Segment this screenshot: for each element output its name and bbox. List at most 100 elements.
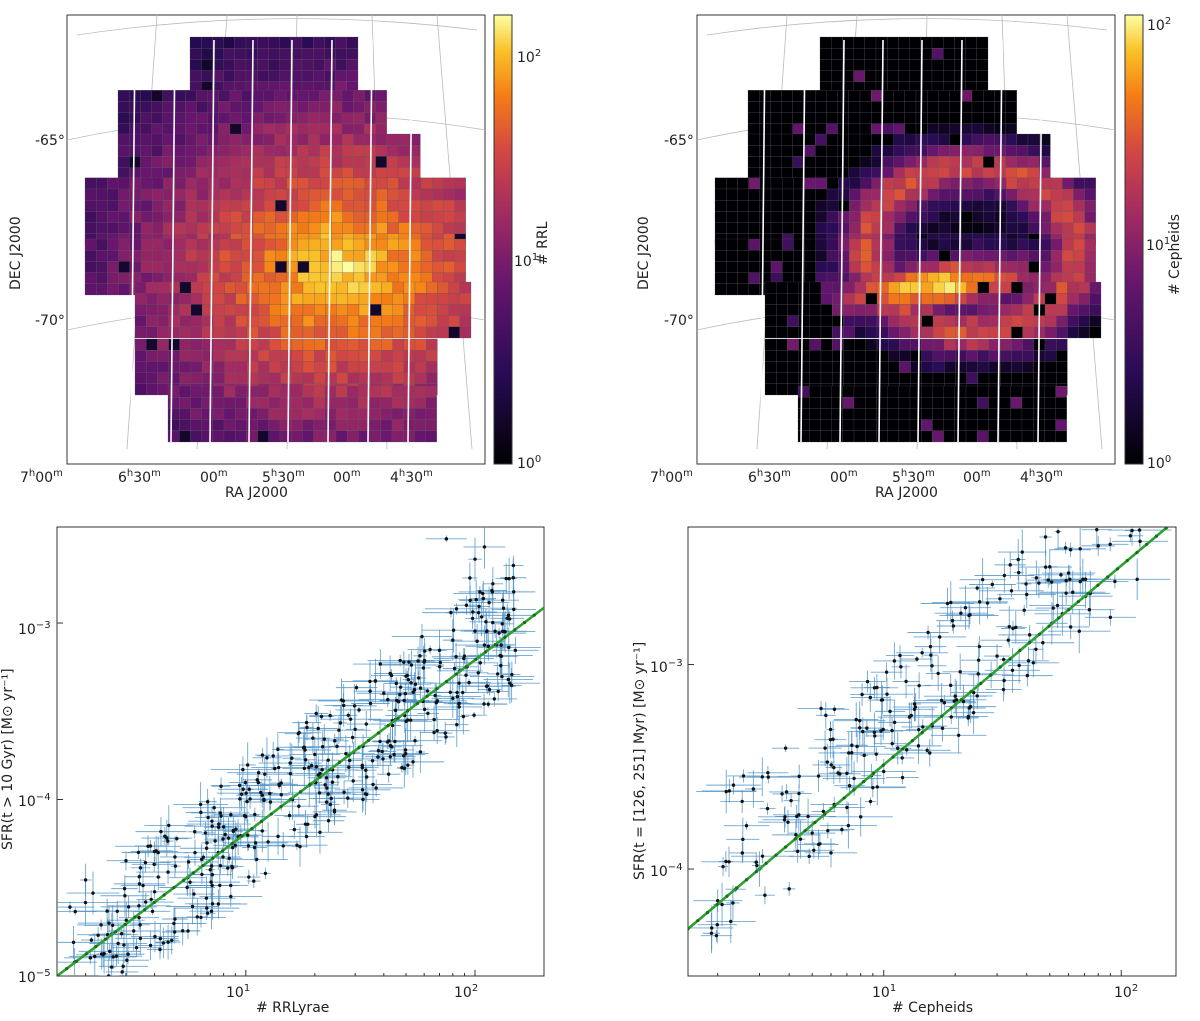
tile bbox=[759, 145, 771, 157]
fit-marker bbox=[696, 919, 700, 923]
tile bbox=[196, 167, 208, 179]
tile bbox=[297, 200, 310, 212]
tile bbox=[414, 293, 427, 305]
tile bbox=[988, 293, 1001, 305]
tile bbox=[335, 59, 347, 71]
tile bbox=[230, 261, 242, 273]
tile bbox=[173, 90, 186, 102]
tile bbox=[107, 283, 119, 296]
data-point bbox=[122, 886, 127, 891]
tile bbox=[882, 101, 894, 113]
tile bbox=[117, 112, 130, 124]
tile bbox=[269, 361, 281, 373]
data-point bbox=[998, 597, 1002, 601]
tile bbox=[938, 222, 951, 234]
data-point bbox=[875, 785, 880, 789]
tile bbox=[909, 70, 921, 82]
data-point bbox=[137, 904, 141, 908]
data-point bbox=[328, 713, 332, 718]
data-point bbox=[826, 828, 830, 833]
tile bbox=[809, 430, 821, 443]
data-point bbox=[73, 909, 77, 914]
tile bbox=[1044, 430, 1056, 443]
colorbar-left bbox=[493, 14, 513, 465]
tile bbox=[1056, 350, 1068, 362]
tile bbox=[342, 250, 354, 262]
tile bbox=[380, 430, 393, 443]
tile bbox=[832, 350, 844, 362]
tile bbox=[117, 145, 130, 157]
tile bbox=[938, 90, 950, 102]
tile bbox=[443, 200, 455, 212]
data-point bbox=[393, 739, 397, 744]
tile bbox=[904, 167, 917, 179]
data-point bbox=[500, 674, 504, 679]
fit-marker bbox=[162, 893, 166, 897]
tile bbox=[336, 304, 348, 316]
data-point bbox=[156, 875, 160, 879]
tile bbox=[146, 326, 158, 339]
tile bbox=[899, 326, 911, 339]
tile bbox=[235, 385, 247, 398]
fit-marker bbox=[754, 869, 758, 874]
data-point bbox=[977, 644, 982, 649]
fit-marker bbox=[337, 760, 342, 765]
tile bbox=[302, 338, 315, 351]
tile bbox=[1028, 250, 1040, 262]
tile bbox=[246, 385, 258, 398]
tile bbox=[888, 361, 900, 373]
xticks-right: 7h00m 6h30m 00m 5h30m 00m 4h30m bbox=[650, 468, 1063, 486]
fit-marker bbox=[240, 834, 244, 838]
tile bbox=[443, 250, 455, 262]
tile bbox=[168, 326, 180, 339]
data-point bbox=[740, 799, 744, 804]
tile bbox=[330, 167, 343, 179]
tile bbox=[759, 200, 772, 212]
tile bbox=[943, 430, 955, 443]
tile bbox=[140, 222, 153, 234]
tile bbox=[437, 315, 449, 327]
tile bbox=[854, 304, 866, 316]
tile bbox=[804, 188, 816, 201]
tile bbox=[219, 261, 231, 273]
tile bbox=[129, 222, 142, 234]
tile bbox=[737, 200, 749, 212]
tile bbox=[960, 145, 973, 157]
data-point bbox=[218, 883, 222, 888]
chip-gap bbox=[917, 39, 923, 443]
tile bbox=[1089, 326, 1102, 339]
data-point bbox=[344, 752, 348, 756]
tile bbox=[398, 200, 410, 212]
tile bbox=[815, 145, 827, 157]
tile bbox=[146, 372, 158, 384]
tile bbox=[381, 338, 393, 351]
tile bbox=[375, 145, 387, 157]
chip-gap bbox=[407, 39, 413, 443]
tile bbox=[235, 408, 247, 420]
tile bbox=[921, 361, 934, 373]
tile bbox=[714, 272, 727, 284]
data-point bbox=[203, 831, 208, 835]
data-point bbox=[1014, 625, 1018, 630]
data-point bbox=[852, 776, 856, 781]
tile bbox=[865, 419, 877, 431]
tile bbox=[386, 156, 399, 168]
tile bbox=[955, 361, 967, 373]
ytick-bl-1e-4: 10−4 bbox=[18, 792, 51, 810]
tile bbox=[787, 372, 799, 384]
tile bbox=[887, 59, 899, 71]
data-point bbox=[443, 731, 447, 735]
tile bbox=[737, 177, 749, 190]
data-point bbox=[1031, 661, 1036, 665]
data-point bbox=[874, 752, 878, 756]
data-point bbox=[432, 730, 436, 735]
tile bbox=[1084, 222, 1096, 234]
ytick-right-65: -65° bbox=[664, 133, 694, 149]
data-point bbox=[754, 860, 758, 864]
tile bbox=[838, 200, 850, 212]
tile bbox=[905, 222, 917, 234]
data-point bbox=[371, 782, 375, 787]
tile bbox=[196, 211, 209, 223]
tile bbox=[770, 261, 783, 273]
tile bbox=[882, 222, 895, 234]
